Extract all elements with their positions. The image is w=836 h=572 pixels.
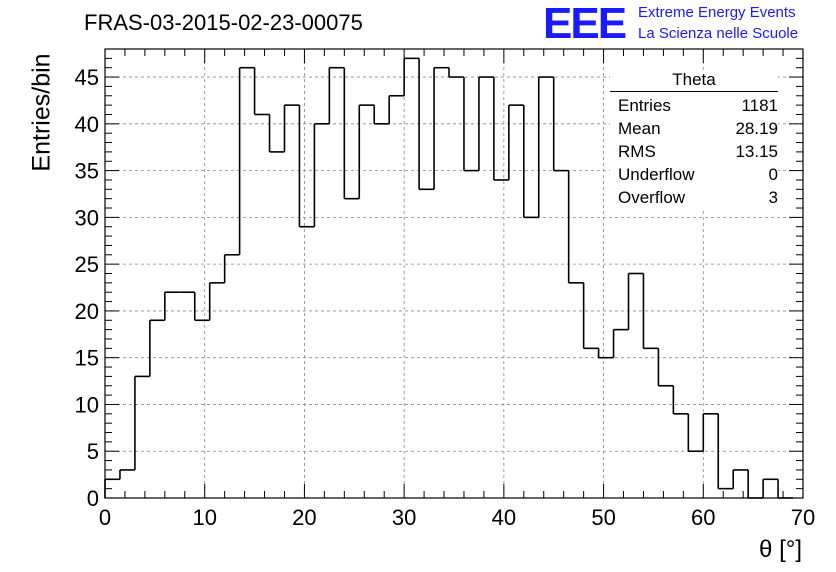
- y-axis-label: Entries/bin: [27, 53, 56, 172]
- y-tick-label: 15: [75, 346, 99, 371]
- x-tick-label: 60: [691, 505, 715, 530]
- stats-row-underflow: Underflow 0: [610, 163, 778, 186]
- y-tick-label: 5: [87, 439, 99, 464]
- y-tick-label: 10: [75, 392, 99, 417]
- logo-line-1: Extreme Energy Events: [638, 4, 796, 21]
- x-tick-label: 50: [591, 505, 615, 530]
- stats-label: Mean: [618, 119, 661, 138]
- stats-value: 13.15: [735, 142, 778, 161]
- y-tick-label: 40: [75, 112, 99, 137]
- stats-label: Overflow: [618, 188, 686, 207]
- histogram-bars: [104, 57, 794, 499]
- x-tick-label: 20: [292, 505, 316, 530]
- stats-value: 3: [768, 188, 778, 207]
- stats-value: 28.19: [735, 119, 778, 138]
- stats-label: Entries: [618, 96, 671, 115]
- stats-value: 0: [768, 165, 778, 184]
- x-axis-label: θ [°]: [759, 536, 802, 563]
- x-tick-label: 40: [492, 505, 516, 530]
- axis-ticks: [104, 48, 804, 499]
- logo-line-2: La Scienza nelle Scuole: [638, 25, 799, 42]
- x-tick-label: 70: [791, 505, 815, 530]
- stats-box: Theta Entries 1181 Mean 28.19 RMS 13.15 …: [610, 70, 778, 209]
- y-tick-label: 30: [75, 205, 99, 230]
- x-tick-label: 10: [192, 505, 216, 530]
- stats-title: Theta: [610, 70, 778, 92]
- x-tick-label: 0: [99, 505, 111, 530]
- stats-value: 1181: [741, 96, 778, 115]
- stats-row-mean: Mean 28.19: [610, 117, 778, 140]
- y-tick-label: 25: [75, 252, 99, 277]
- eee-logo: EEE: [543, 0, 627, 48]
- stats-label: Underflow: [618, 165, 695, 184]
- y-tick-label: 45: [75, 65, 99, 90]
- stats-row-overflow: Overflow 3: [610, 186, 778, 209]
- y-tick-label: 0: [87, 486, 99, 511]
- y-tick-label: 20: [75, 299, 99, 324]
- chart-title: FRAS-03-2015-02-23-00075: [84, 10, 363, 35]
- x-tick-label: 30: [392, 505, 416, 530]
- stats-label: RMS: [618, 142, 656, 161]
- stats-row-rms: RMS 13.15: [610, 140, 778, 163]
- plot-frame: [104, 48, 804, 499]
- y-tick-label: 35: [75, 159, 99, 184]
- stats-row-entries: Entries 1181: [610, 94, 778, 117]
